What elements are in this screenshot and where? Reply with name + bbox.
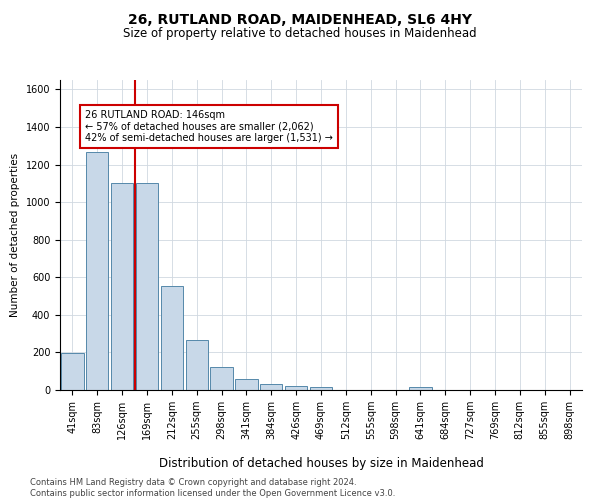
- Bar: [211, 368, 233, 390]
- Bar: [285, 386, 307, 390]
- Bar: [161, 286, 183, 390]
- Bar: [136, 184, 158, 390]
- Bar: [185, 340, 208, 390]
- Y-axis label: Number of detached properties: Number of detached properties: [10, 153, 20, 317]
- Text: 26, RUTLAND ROAD, MAIDENHEAD, SL6 4HY: 26, RUTLAND ROAD, MAIDENHEAD, SL6 4HY: [128, 12, 472, 26]
- Bar: [310, 387, 332, 390]
- Bar: [86, 152, 109, 390]
- Text: Size of property relative to detached houses in Maidenhead: Size of property relative to detached ho…: [123, 28, 477, 40]
- Text: Distribution of detached houses by size in Maidenhead: Distribution of detached houses by size …: [158, 458, 484, 470]
- Bar: [111, 184, 133, 390]
- Bar: [409, 387, 431, 390]
- Bar: [61, 354, 83, 390]
- Bar: [235, 378, 257, 390]
- Bar: [260, 384, 283, 390]
- Text: Contains HM Land Registry data © Crown copyright and database right 2024.
Contai: Contains HM Land Registry data © Crown c…: [30, 478, 395, 498]
- Text: 26 RUTLAND ROAD: 146sqm
← 57% of detached houses are smaller (2,062)
42% of semi: 26 RUTLAND ROAD: 146sqm ← 57% of detache…: [85, 110, 333, 144]
